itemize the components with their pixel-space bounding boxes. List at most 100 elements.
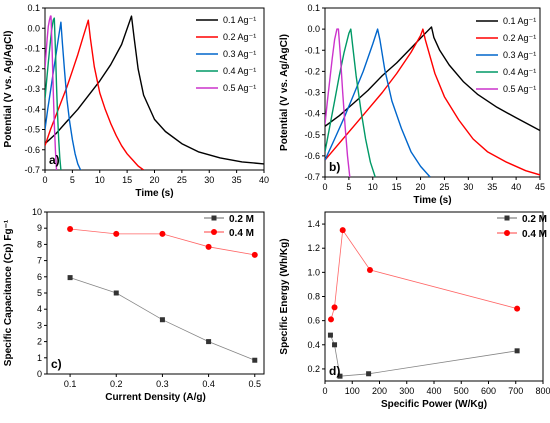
- y-tick-label: -0.2: [24, 64, 40, 74]
- x-tick-label: 5: [70, 175, 75, 185]
- y-tick-label: 4: [37, 304, 42, 314]
- data-point: [332, 342, 338, 348]
- x-tick-label: 0: [42, 175, 47, 185]
- legend-marker: [211, 215, 217, 221]
- x-tick-label: 20: [416, 182, 426, 192]
- y-tick-label: 3: [37, 320, 42, 330]
- legend-marker: [211, 229, 217, 235]
- y-tick-label: 10: [32, 207, 42, 217]
- data-point: [67, 275, 73, 281]
- data-point: [331, 304, 338, 311]
- x-tick-label: 0: [322, 386, 327, 396]
- legend-label: 0.2 Ag⁻¹: [503, 33, 536, 43]
- data-point: [337, 373, 343, 379]
- x-tick-label: 500: [454, 386, 469, 396]
- x-tick-label: 45: [535, 182, 545, 192]
- panel-label: a): [49, 153, 60, 167]
- y-axis-title: Specific Energy (Wh/Kg): [279, 238, 290, 354]
- legend-label: 0.1 Ag⁻¹: [503, 16, 536, 26]
- y-tick-label: -0.5: [304, 130, 320, 140]
- chart-panel: 0 100 200 300 400 500 600 700 800 0.2 0.4 0.6 0.8 1.0…: [279, 211, 550, 410]
- x-tick-label: 300: [399, 386, 414, 396]
- y-tick-label: 1: [37, 353, 42, 363]
- y-tick-label: 0.1: [27, 3, 40, 13]
- data-point: [339, 227, 346, 234]
- y-tick-label: -0.1: [304, 45, 320, 55]
- x-tick-label: 30: [463, 182, 473, 192]
- data-layer: [327, 227, 521, 379]
- y-tick-label: 9: [37, 223, 42, 233]
- chart-panel: 0 5 10 15 20 25 30 35 40 45 -0.7 -0.6 -0.5 -0.4 -0.3 -0…: [279, 3, 545, 206]
- y-tick-label: 8: [37, 239, 42, 249]
- series-line: [45, 17, 62, 170]
- series-line: [325, 26, 540, 132]
- y-tick-label: 2: [37, 337, 42, 347]
- series-line: [325, 28, 376, 177]
- x-tick-label: 0: [322, 182, 327, 192]
- plot-frame: [324, 211, 544, 382]
- x-tick-label: 15: [122, 175, 132, 185]
- data-point: [159, 317, 165, 323]
- x-tick-label: 35: [232, 175, 242, 185]
- y-tick-label: -0.4: [304, 109, 320, 119]
- x-tick-label: 40: [259, 175, 269, 185]
- y-tick-label: -0.1: [24, 44, 40, 54]
- series-line: [45, 15, 264, 165]
- x-tick-label: 0.2: [110, 379, 123, 389]
- data-point: [514, 305, 521, 312]
- x-tick-label: 20: [149, 175, 159, 185]
- legend-label: 0.5 Ag⁻¹: [223, 83, 256, 93]
- y-tick-label: -0.4: [24, 104, 40, 114]
- data-point: [113, 230, 120, 237]
- data-point: [327, 316, 334, 323]
- y-tick-label: 5: [37, 288, 42, 298]
- panel-label: c): [51, 357, 62, 371]
- y-axis-title: Potential (V vs. Ag/AgCl): [3, 31, 14, 148]
- legend-label: 0.2 M: [522, 214, 547, 225]
- y-tick-label: 0: [37, 369, 42, 379]
- x-tick-label: 400: [426, 386, 441, 396]
- x-tick-label: 5: [346, 182, 351, 192]
- y-tick-label: 1.2: [307, 243, 320, 253]
- data-point: [327, 332, 333, 338]
- data-layer: [325, 26, 540, 177]
- y-tick-label: -0.7: [24, 165, 40, 175]
- x-tick-label: 100: [345, 386, 360, 396]
- series-line: [45, 19, 145, 170]
- y-tick-label: -0.6: [304, 151, 320, 161]
- series-connector: [330, 334, 518, 377]
- x-tick-label: 10: [368, 182, 378, 192]
- y-tick-label: 0.1: [307, 3, 320, 13]
- legend-label: 0.3 Ag⁻¹: [503, 50, 536, 60]
- x-axis-title: Time (s): [413, 195, 451, 206]
- y-tick-label: 1.4: [307, 219, 320, 229]
- data-point: [206, 339, 212, 345]
- y-tick-label: 0.4: [307, 340, 320, 350]
- series-line: [325, 28, 431, 177]
- panel-label: d): [329, 364, 340, 378]
- data-point: [251, 251, 258, 258]
- legend-label: 0.3 Ag⁻¹: [223, 49, 256, 59]
- y-axis-title: Specific Capacitance (Cp) Fg⁻¹: [3, 219, 14, 366]
- legend-label: 0.1 Ag⁻¹: [223, 15, 256, 25]
- data-point: [252, 357, 258, 363]
- y-tick-label: -0.6: [24, 145, 40, 155]
- y-tick-label: 0.0: [27, 23, 40, 33]
- x-tick-label: 35: [487, 182, 497, 192]
- x-tick-label: 800: [535, 386, 550, 396]
- chart-panel: 0 5 10 15 20 25 30 35 40 -0.7 -0.6 -0.5 -0.4 -0.3 -0.2…: [3, 3, 269, 199]
- x-tick-label: 40: [511, 182, 521, 192]
- data-point: [67, 226, 74, 233]
- data-point: [514, 348, 520, 354]
- x-tick-label: 15: [392, 182, 402, 192]
- data-layer: [67, 226, 258, 363]
- data-point: [205, 243, 212, 250]
- y-tick-label: -0.7: [304, 172, 320, 182]
- data-point: [113, 290, 119, 296]
- x-tick-label: 200: [372, 386, 387, 396]
- series-line: [325, 28, 540, 176]
- legend-label: 0.4 Ag⁻¹: [223, 66, 256, 76]
- panel-label: b): [329, 160, 340, 174]
- y-tick-label: 6: [37, 272, 42, 282]
